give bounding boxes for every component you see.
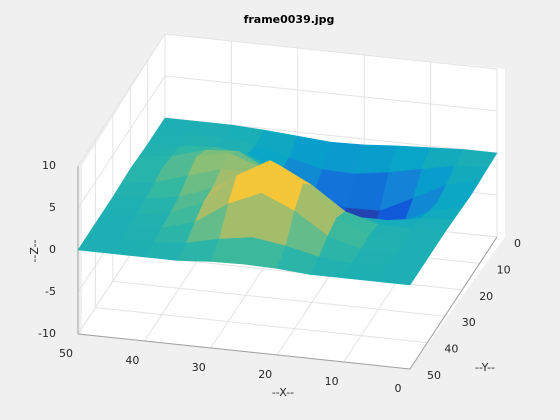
y-tick-label: 30 <box>462 316 476 329</box>
z-tick-label: 0 <box>49 243 56 256</box>
y-tick-label: 50 <box>427 369 441 382</box>
axis-line <box>77 333 411 370</box>
axis-line <box>409 236 498 370</box>
z-tick-label: -10 <box>38 327 56 340</box>
x-tick-label: 20 <box>258 368 272 381</box>
z-axis-label: --Z-- <box>28 239 41 262</box>
z-tick-label: 10 <box>42 159 56 172</box>
grid-line <box>164 33 498 70</box>
chart-title: frame0039.jpg <box>244 13 335 26</box>
y-tick-label: 20 <box>479 290 493 303</box>
y-tick-label: 40 <box>444 343 458 356</box>
x-tick-label: 40 <box>125 354 139 367</box>
grid-line <box>77 33 166 167</box>
x-axis-label: --X-- <box>272 386 294 399</box>
y-tick-label: 0 <box>514 237 521 250</box>
grid-line <box>112 280 445 317</box>
grid-line <box>77 75 166 209</box>
x-tick-label: 30 <box>192 361 206 374</box>
y-axis-label: --Y-- <box>475 361 495 374</box>
x-tick-label: 10 <box>325 375 339 388</box>
surface-patch <box>376 267 420 286</box>
grid-line <box>95 307 428 344</box>
z-tick-label: -5 <box>45 285 56 298</box>
grid-line <box>164 75 498 112</box>
z-tick-label: 5 <box>49 201 56 214</box>
y-tick-label: 10 <box>497 263 511 276</box>
x-tick-label: 0 <box>395 382 402 395</box>
x-tick-label: 50 <box>59 347 73 360</box>
